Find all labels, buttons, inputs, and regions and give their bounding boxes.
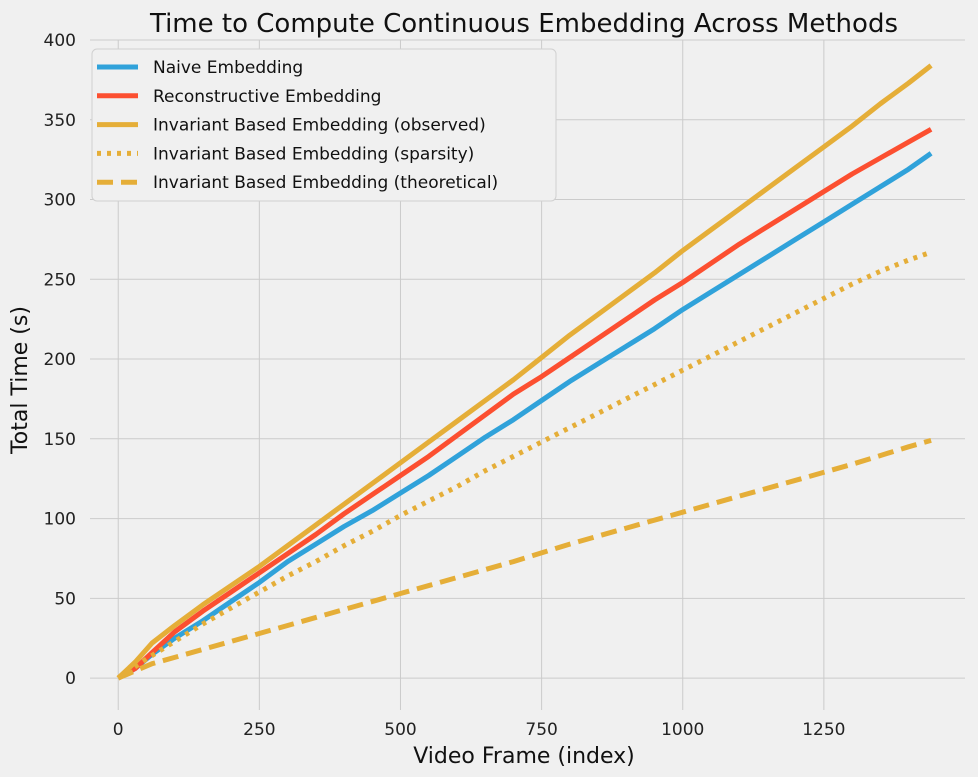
x-tick-label: 1000 bbox=[661, 720, 704, 740]
series-line-3 bbox=[116, 63, 933, 680]
y-tick-label: 200 bbox=[44, 350, 76, 370]
series-line-5 bbox=[117, 437, 932, 681]
series-line-4 bbox=[116, 249, 932, 681]
legend-label: Naive Embedding bbox=[153, 58, 303, 78]
y-tick-label: 150 bbox=[44, 430, 76, 450]
chart-title: Time to Compute Continuous Embedding Acr… bbox=[149, 9, 898, 39]
x-tick-label: 0 bbox=[113, 720, 124, 740]
x-tick-label: 500 bbox=[384, 720, 416, 740]
y-tick-label: 300 bbox=[44, 191, 76, 211]
legend-label: Invariant Based Embedding (sparsity) bbox=[153, 144, 474, 164]
y-tick-label: 50 bbox=[54, 589, 76, 609]
x-tick-label: 1250 bbox=[802, 720, 845, 740]
y-tick-label: 0 bbox=[65, 669, 76, 689]
legend: Naive Embedding Reconstructive Embedding I… bbox=[91, 48, 557, 202]
y-axis-label: Total Time (s) bbox=[8, 306, 33, 455]
series-lines bbox=[116, 63, 933, 681]
series-line-1 bbox=[116, 151, 933, 681]
legend-label: Reconstructive Embedding bbox=[153, 87, 381, 107]
series-line-2 bbox=[116, 127, 933, 681]
y-tick-label: 250 bbox=[44, 270, 76, 290]
x-tick-label: 250 bbox=[243, 720, 275, 740]
y-tick-label: 100 bbox=[44, 510, 76, 530]
x-tick-label: 750 bbox=[525, 720, 557, 740]
legend-label: Invariant Based Embedding (observed) bbox=[153, 116, 486, 136]
y-tick-label: 350 bbox=[44, 111, 76, 131]
legend-frame bbox=[91, 48, 557, 202]
y-tick-label: 400 bbox=[44, 31, 76, 51]
legend-label: Invariant Based Embedding (theoretical) bbox=[153, 173, 498, 193]
x-axis-label: Video Frame (index) bbox=[413, 744, 635, 769]
tick-labels: 0 250 500 750 1000 1250 0 50 100 150 200 250 300 350 4… bbox=[44, 31, 846, 740]
